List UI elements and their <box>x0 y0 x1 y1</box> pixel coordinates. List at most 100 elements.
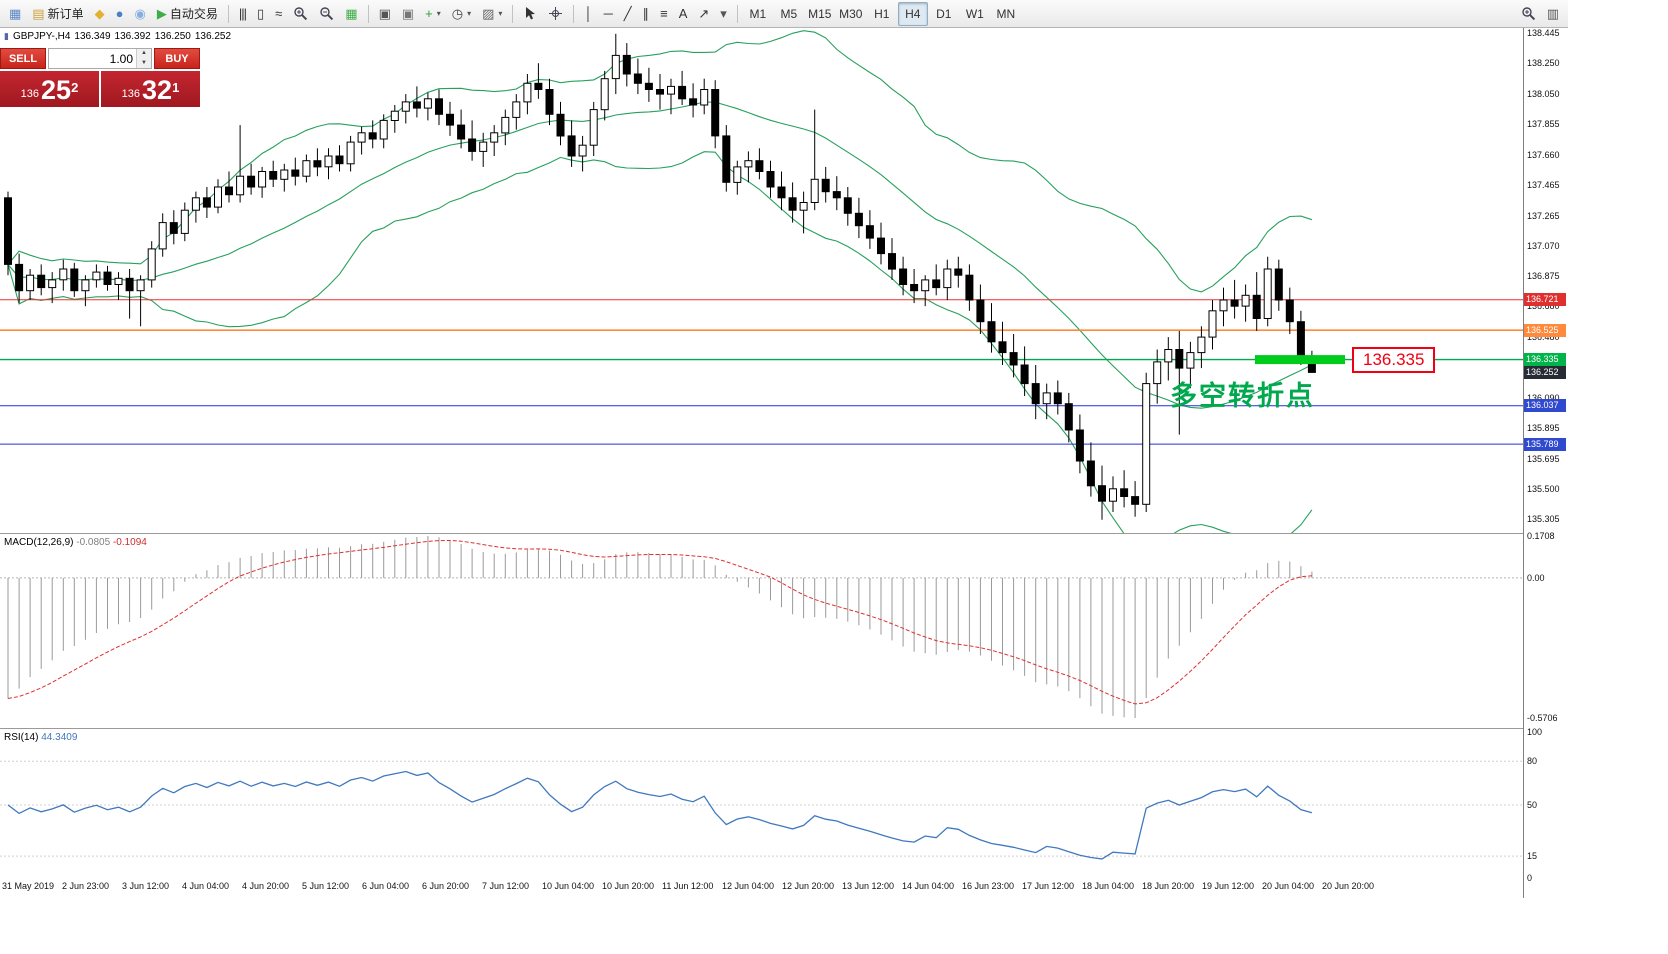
macd-tick-label: 0.00 <box>1527 572 1545 583</box>
time-axis[interactable]: 31 May 2019 2 Jun 23:00 3 Jun 12:00 4 Jun 0… <box>0 878 1523 898</box>
toolbar-separator <box>736 4 738 23</box>
autotrade-button[interactable]: ▶ 自动交易 <box>156 6 218 21</box>
trendline-icon[interactable]: ╱ <box>623 6 632 21</box>
rsi-tick-label: 50 <box>1527 800 1538 810</box>
bid-price-button[interactable]: 136 25 2 <box>0 71 99 107</box>
macd-pane[interactable] <box>0 534 1523 728</box>
date-label: 10 Jun 20:00 <box>602 881 655 891</box>
date-label: 2 Jun 23:00 <box>62 881 110 891</box>
turning-point-annotation: 多空转折点 <box>1170 380 1315 411</box>
timeframe-w1[interactable]: W1 <box>965 6 984 21</box>
chart-window-icon[interactable]: ▦ <box>9 6 22 21</box>
top-toolbar: ▦ ▤ 新订单 ◆ ● ◉ ▶ 自动交易 ||| ▯ ≈ ▦ ▣ ▣ + ▾ ◷ ▾ ▨ ▾ │ ─ ╱ ∥ ≡ A ↗ ▾ M1 M5 M… <box>0 0 1568 28</box>
ask-price-button[interactable]: 136 32 1 <box>101 71 200 107</box>
price-tick-label: 135.305 <box>1527 514 1560 524</box>
ohlc-low: 136.250 <box>154 31 191 42</box>
price-tick-label: 138.445 <box>1527 28 1560 38</box>
cursor-icon[interactable] <box>518 2 542 26</box>
buy-button[interactable]: BUY <box>154 48 200 69</box>
volume-input[interactable] <box>49 49 136 68</box>
main-chart-canvas[interactable] <box>0 28 1523 533</box>
new-order-button[interactable]: ▤ 新订单 <box>32 6 84 21</box>
crosshair-icon[interactable] <box>543 2 568 26</box>
price-tick-label: 138.250 <box>1527 58 1560 69</box>
date-label: 17 Jun 12:00 <box>1022 881 1075 891</box>
bid-big-figure: 136 <box>20 88 40 100</box>
arrows-tool-icon[interactable]: ↗ <box>698 6 710 21</box>
price-tick-label: 135.695 <box>1527 453 1560 464</box>
community-icon[interactable]: ◉ <box>134 6 146 21</box>
ohlc-open: 136.349 <box>74 31 111 42</box>
pane-divider[interactable] <box>0 728 1568 729</box>
candles-layer <box>4 33 1316 520</box>
horn-icon[interactable]: ◆ <box>94 6 105 21</box>
bollinger-upper-band <box>7 30 1313 293</box>
timeframe-m15[interactable]: M15 <box>808 6 832 21</box>
price-tick-label: 136.090 <box>1527 392 1560 403</box>
price-line-badge: 136.525 <box>1524 323 1566 337</box>
text-tool-icon[interactable]: A <box>678 6 688 21</box>
bar-chart-type-icon[interactable]: ||| <box>238 6 247 21</box>
timeframe-m1[interactable]: M1 <box>749 6 767 21</box>
date-label: 14 Jun 04:00 <box>902 881 955 891</box>
toolbar-separator <box>367 4 369 23</box>
timeframe-mn[interactable]: MN <box>996 6 1016 21</box>
date-label: 7 Jun 12:00 <box>482 881 530 891</box>
date-label: 10 Jun 04:00 <box>542 881 595 891</box>
templates-button[interactable]: ▨ ▾ <box>482 6 503 21</box>
price-tick-label: 136.480 <box>1527 332 1560 343</box>
timeframe-h4[interactable]: H4 <box>897 1 928 26</box>
horizontal-line-icon[interactable]: ─ <box>603 6 613 21</box>
rsi-tick-label: 15 <box>1527 851 1538 862</box>
rsi-title: RSI(14) 44.3409 <box>4 732 77 743</box>
vertical-line-icon[interactable]: │ <box>584 6 593 21</box>
timeframe-m30[interactable]: M30 <box>839 6 863 21</box>
volume-up-icon[interactable]: ▲ <box>137 49 151 59</box>
zoom-in-icon[interactable] <box>288 2 313 26</box>
rsi-tick-label: 100 <box>1527 727 1543 737</box>
sell-button[interactable]: SELL <box>0 48 46 69</box>
bollinger-bands <box>7 30 1313 533</box>
timeframe-d1[interactable]: D1 <box>936 6 952 21</box>
volume-down-icon[interactable]: ▼ <box>137 58 151 68</box>
macd-signal-value: -0.1094 <box>112 537 147 548</box>
date-label: 6 Jun 20:00 <box>422 881 470 891</box>
date-label: 6 Jun 04:00 <box>362 881 410 891</box>
rsi-label: RSI(14) <box>4 732 39 743</box>
horizontal-price-lines[interactable] <box>0 299 1523 445</box>
bollinger-lower-band <box>7 151 1313 533</box>
date-label: 4 Jun 20:00 <box>242 881 290 891</box>
chart-shift-icon[interactable]: ▣ <box>401 6 415 21</box>
timeframe-h1[interactable]: H1 <box>874 6 890 21</box>
data-window-icon[interactable]: ▥ <box>1546 6 1559 21</box>
price-axis[interactable]: 138.445 138.250 138.050 137.855 137.660 137.4… <box>1523 28 1568 898</box>
tile-windows-icon[interactable]: ▦ <box>345 6 358 21</box>
price-line-badge: 136.037 <box>1524 399 1566 413</box>
rsi-pane[interactable] <box>0 729 1523 878</box>
ask-pips: 32 <box>142 75 173 105</box>
pane-divider[interactable] <box>0 533 1568 534</box>
date-label: 13 Jun 12:00 <box>842 881 895 891</box>
indicators-button[interactable]: + ▾ <box>425 6 441 21</box>
fibonacci-icon[interactable]: ≡ <box>660 6 668 21</box>
date-label: 12 Jun 20:00 <box>782 881 835 891</box>
metaquotes-globe-icon[interactable]: ● <box>115 6 124 21</box>
auto-scroll-icon[interactable]: ▣ <box>378 6 391 21</box>
date-label: 20 Jun 20:00 <box>1322 881 1375 891</box>
candlestick-chart-type-icon[interactable]: ▯ <box>256 6 265 21</box>
price-line-badge: 136.335 <box>1524 353 1566 367</box>
price-callout-box: 136.335 <box>1352 346 1436 373</box>
price-line-badge: 136.721 <box>1524 293 1566 307</box>
search-icon[interactable] <box>1516 2 1541 26</box>
ask-big-figure: 136 <box>121 88 141 100</box>
shapes-button[interactable]: ▾ <box>720 6 727 21</box>
channel-icon[interactable]: ∥ <box>642 6 650 21</box>
bid-pipette: 2 <box>71 80 79 95</box>
chart-window: 138.445 138.250 138.050 137.855 137.660 137.4… <box>0 28 1568 918</box>
timeframe-m5[interactable]: M5 <box>780 6 798 21</box>
periods-button[interactable]: ◷ ▾ <box>451 6 472 21</box>
line-chart-type-icon[interactable]: ≈ <box>275 6 283 21</box>
date-label: 12 Jun 04:00 <box>722 881 775 891</box>
price-tick-label: 137.660 <box>1527 149 1560 160</box>
zoom-out-icon[interactable] <box>314 2 339 26</box>
